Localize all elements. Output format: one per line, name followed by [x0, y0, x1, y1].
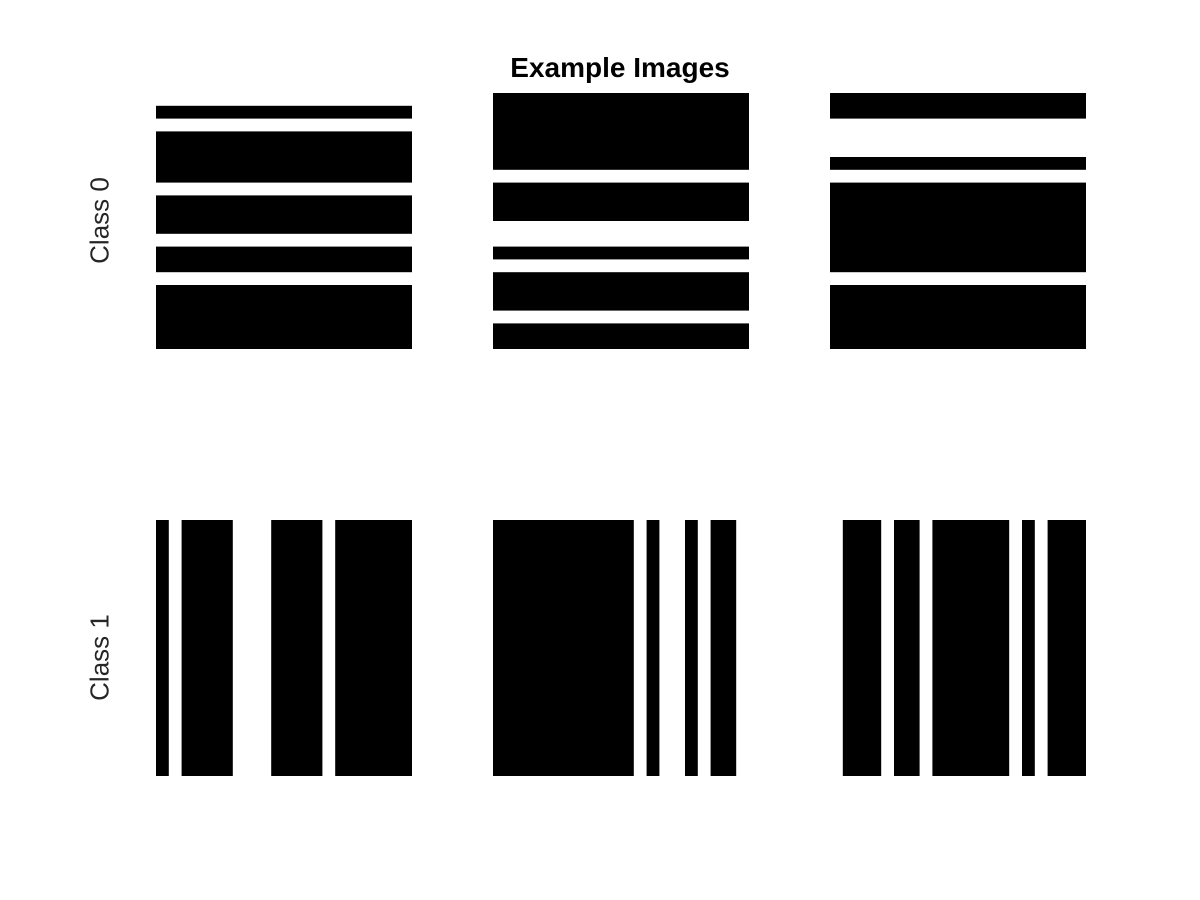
stripe [830, 182, 1086, 273]
stripe [830, 285, 1086, 349]
image-class-1-2 [493, 520, 749, 776]
stripe-image-svg [830, 93, 1086, 349]
stripe [493, 93, 749, 170]
stripe [830, 93, 1086, 119]
stripe [493, 520, 634, 776]
stripe [646, 520, 660, 776]
stripe [493, 323, 749, 349]
stripe [271, 520, 323, 776]
stripe [156, 285, 412, 349]
stripe [156, 520, 169, 776]
stripe [830, 157, 1086, 170]
row-label-class-1: Class 1 [84, 614, 115, 701]
stripe-image-svg [156, 520, 412, 776]
stripe [493, 246, 749, 260]
stripe [156, 105, 412, 119]
stripe [181, 520, 233, 776]
image-class-1-3 [830, 520, 1086, 776]
stripe [685, 520, 698, 776]
stripe-image-svg [830, 520, 1086, 776]
stripe [1047, 520, 1086, 776]
stripe [493, 182, 749, 221]
stripe [842, 520, 882, 776]
stripe [894, 520, 920, 776]
figure-title: Example Images [510, 52, 730, 83]
image-class-0-3 [830, 93, 1086, 349]
stripe-image-svg [156, 93, 412, 349]
stripe [156, 195, 412, 234]
image-class-0-2 [493, 93, 749, 349]
row-label-class-0: Class 0 [84, 177, 115, 264]
stripe [335, 520, 412, 776]
stripe [156, 131, 412, 183]
stripe [1022, 520, 1035, 776]
stripe [710, 520, 737, 776]
image-class-1-1 [156, 520, 412, 776]
stripe [932, 520, 1010, 776]
stripe [156, 246, 412, 273]
stripe-image-svg [493, 520, 749, 776]
stripe [493, 272, 749, 311]
stripe-image-svg [493, 93, 749, 349]
image-class-0-1 [156, 93, 412, 349]
